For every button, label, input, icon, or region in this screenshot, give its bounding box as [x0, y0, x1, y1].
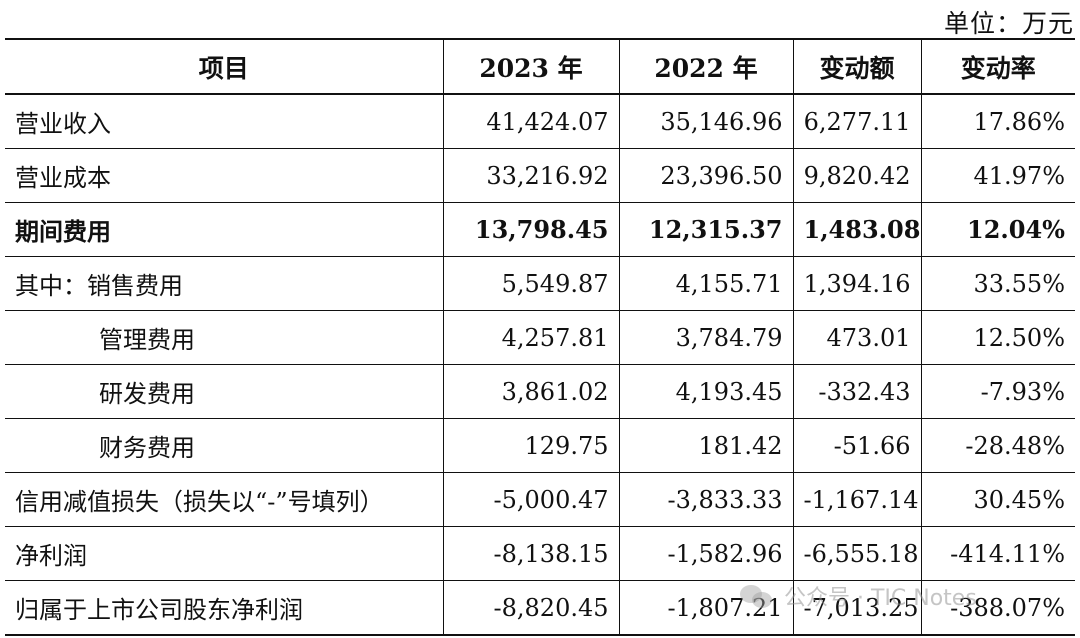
row-item: 净利润: [5, 526, 444, 581]
row-rate: -388.07%: [920, 580, 1075, 636]
row-2022: 181.42: [618, 418, 794, 473]
table-row: 净利润 -8,138.15 -1,582.96 -6,555.18 -414.1…: [5, 526, 1075, 581]
row-2023: -8,820.45: [442, 580, 620, 636]
row-item: 归属于上市公司股东净利润: [5, 580, 444, 636]
row-2022: 23,396.50: [618, 148, 794, 203]
row-2023: 3,861.02: [442, 364, 620, 419]
row-item: 营业成本: [5, 148, 444, 203]
row-change: -7,013.25: [792, 580, 922, 636]
row-item: 管理费用: [5, 310, 444, 365]
row-rate: 30.45%: [920, 472, 1075, 527]
table-row: 期间费用 13,798.45 12,315.37 1,483.08 12.04%: [5, 202, 1075, 257]
row-2022: -1,807.21: [618, 580, 794, 636]
row-2023: 33,216.92: [442, 148, 620, 203]
table-row: 信用减值损失（损失以“-”号填列） -5,000.47 -3,833.33 -1…: [5, 472, 1075, 527]
row-change: 1,483.08: [792, 202, 922, 257]
table-row: 归属于上市公司股东净利润 -8,820.45 -1,807.21 -7,013.…: [5, 580, 1075, 636]
row-2023: 129.75: [442, 418, 620, 473]
row-item: 营业收入: [5, 93, 444, 149]
row-change: 473.01: [792, 310, 922, 365]
watermark-text: 公众号 · TIC Notes: [784, 586, 977, 611]
row-rate: -414.11%: [920, 526, 1075, 581]
header-2022: 2022 年: [618, 38, 794, 95]
table-row: 研发费用 3,861.02 4,193.45 -332.43 -7.93%: [5, 364, 1075, 419]
table-header-row: 项目 2023 年 2022 年 变动额 变动率: [5, 38, 1075, 95]
row-item: 财务费用: [5, 418, 444, 473]
row-change: -6,555.18: [792, 526, 922, 581]
row-2023: 13,798.45: [442, 202, 620, 257]
row-change: -1,167.14: [792, 472, 922, 527]
row-2022: 3,784.79: [618, 310, 794, 365]
row-change: -51.66: [792, 418, 922, 473]
row-2022: 4,193.45: [618, 364, 794, 419]
unit-label: 单位：万元: [943, 9, 1074, 38]
watermark: 公众号 · TIC Notes: [740, 580, 977, 612]
row-2023: 5,549.87: [442, 256, 620, 311]
row-rate: 12.50%: [920, 310, 1075, 365]
wechat-icon: [740, 583, 774, 609]
financial-table: 项目 2023 年 2022 年 变动额 变动率 营业收入 41,424.07 …: [5, 38, 1075, 636]
table-row: 营业收入 41,424.07 35,146.96 6,277.11 17.86%: [5, 93, 1075, 149]
table-row: 管理费用 4,257.81 3,784.79 473.01 12.50%: [5, 310, 1075, 365]
row-2022: -1,582.96: [618, 526, 794, 581]
row-rate: 12.04%: [920, 202, 1075, 257]
row-rate: -28.48%: [920, 418, 1075, 473]
row-item: 其中：销售费用: [5, 256, 444, 311]
table-row: 其中：销售费用 5,549.87 4,155.71 1,394.16 33.55…: [5, 256, 1075, 311]
table-row: 营业成本 33,216.92 23,396.50 9,820.42 41.97%: [5, 148, 1075, 203]
row-item: 期间费用: [5, 202, 444, 257]
header-2023: 2023 年: [442, 38, 620, 95]
row-item: 信用减值损失（损失以“-”号填列）: [5, 472, 444, 527]
row-rate: 33.55%: [920, 256, 1075, 311]
row-2023: 4,257.81: [442, 310, 620, 365]
header-change: 变动额: [792, 38, 922, 95]
header-item: 项目: [5, 38, 444, 95]
row-2022: -3,833.33: [618, 472, 794, 527]
row-2022: 35,146.96: [618, 93, 794, 149]
row-2023: -8,138.15: [442, 526, 620, 581]
row-2022: 4,155.71: [618, 256, 794, 311]
row-2022: 12,315.37: [618, 202, 794, 257]
row-2023: 41,424.07: [442, 93, 620, 149]
row-change: 9,820.42: [792, 148, 922, 203]
table-row: 财务费用 129.75 181.42 -51.66 -28.48%: [5, 418, 1075, 473]
row-rate: -7.93%: [920, 364, 1075, 419]
row-change: 6,277.11: [792, 93, 922, 149]
header-rate: 变动率: [920, 38, 1075, 95]
row-2023: -5,000.47: [442, 472, 620, 527]
row-rate: 17.86%: [920, 93, 1075, 149]
row-item: 研发费用: [5, 364, 444, 419]
row-change: 1,394.16: [792, 256, 922, 311]
row-rate: 41.97%: [920, 148, 1075, 203]
row-change: -332.43: [792, 364, 922, 419]
